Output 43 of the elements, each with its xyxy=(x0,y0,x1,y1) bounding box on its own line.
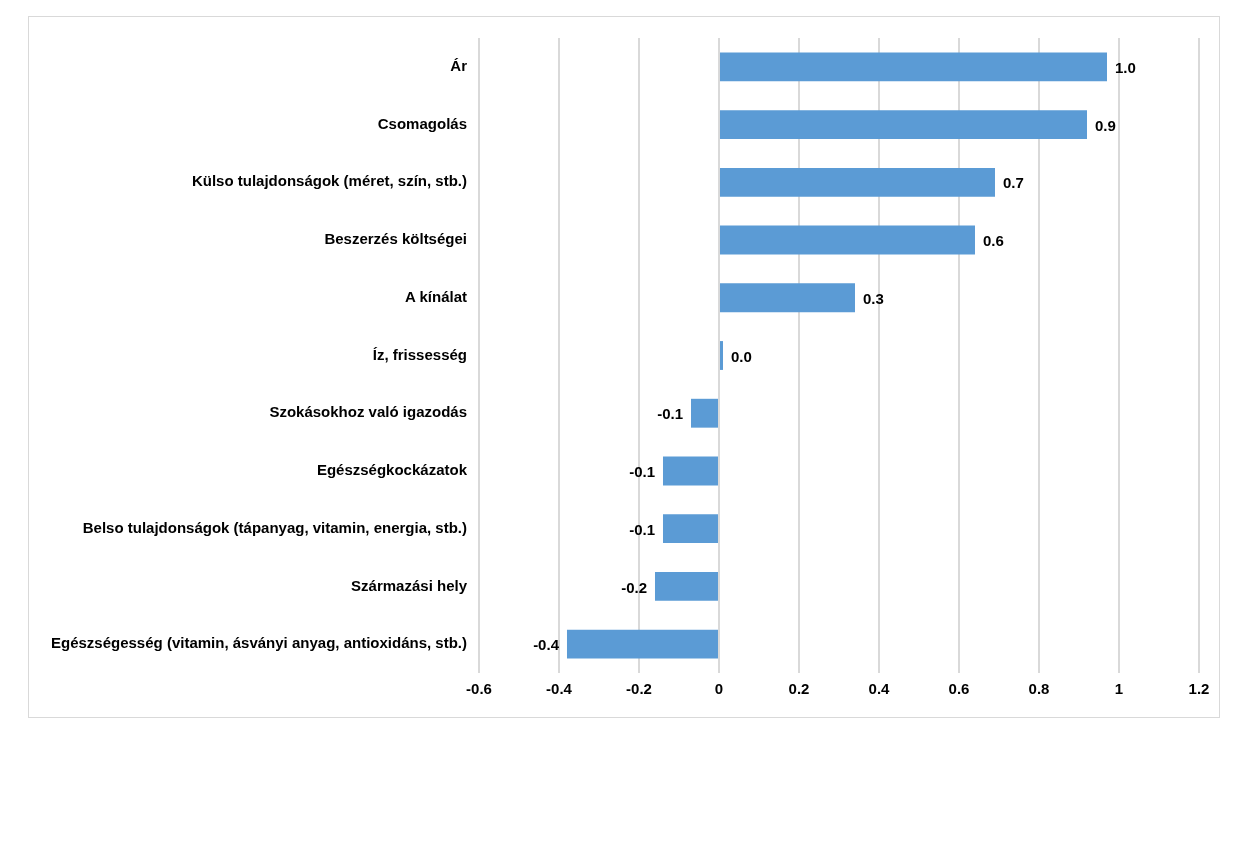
data-label: -0.1 xyxy=(657,405,683,423)
y-tick-label: Egészségkockázatok xyxy=(316,461,468,479)
y-tick-label: A kínálat xyxy=(405,287,467,305)
data-label: 0.9 xyxy=(1095,116,1116,134)
y-tick-label: Belso tulajdonságok (tápanyag, vitamin, energia, stb.) xyxy=(82,518,467,536)
x-tick-label: 0.2 xyxy=(788,680,810,698)
bar xyxy=(566,629,718,659)
data-label: 0.6 xyxy=(983,232,1004,250)
bar xyxy=(662,514,718,544)
x-tick-label: 0.4 xyxy=(868,680,891,698)
y-tick-label: Íz, frissesség xyxy=(372,345,467,363)
x-tick-label: -0.6 xyxy=(466,680,492,698)
x-tick-label: 0 xyxy=(714,680,724,698)
data-label: 0.0 xyxy=(730,347,752,365)
data-label: 1.0 xyxy=(1115,59,1136,76)
x-tick-label: -0.2 xyxy=(626,680,652,698)
data-label: 0.7 xyxy=(1003,174,1024,192)
bar xyxy=(719,52,1107,82)
y-tick-label: Ár xyxy=(450,57,468,74)
bar xyxy=(662,456,718,486)
x-tick-label: 1 xyxy=(1114,680,1124,698)
data-label: -0.2 xyxy=(621,578,647,596)
x-tick-label: 0.6 xyxy=(948,680,970,698)
y-tick-label: Származási hely xyxy=(351,576,468,594)
y-tick-label: Beszerzés költségei xyxy=(324,230,467,248)
data-label: -0.1 xyxy=(629,463,655,481)
data-label: 0.3 xyxy=(862,289,884,307)
y-tick-label: Csomagolás xyxy=(377,114,467,132)
x-tick-label: 0.8 xyxy=(1028,680,1050,698)
data-label: -0.4 xyxy=(533,636,560,654)
bar xyxy=(690,398,718,428)
bar xyxy=(719,283,855,313)
bar xyxy=(719,167,995,197)
x-tick-label: 1.2 xyxy=(1188,680,1210,698)
bar xyxy=(719,110,1087,140)
y-tick-label: Szokásokhoz való igazodás xyxy=(269,403,467,421)
data-label: -0.1 xyxy=(629,520,655,538)
bar xyxy=(719,225,975,255)
x-tick-label: -0.4 xyxy=(546,680,573,698)
bar xyxy=(654,571,718,601)
bar xyxy=(719,341,723,370)
y-tick-label: Egészségesség (vitamin, ásványi anyag, antioxidáns, stb.) xyxy=(50,634,467,652)
y-tick-label: Külso tulajdonságok (méret, szín, stb.) xyxy=(191,172,467,190)
